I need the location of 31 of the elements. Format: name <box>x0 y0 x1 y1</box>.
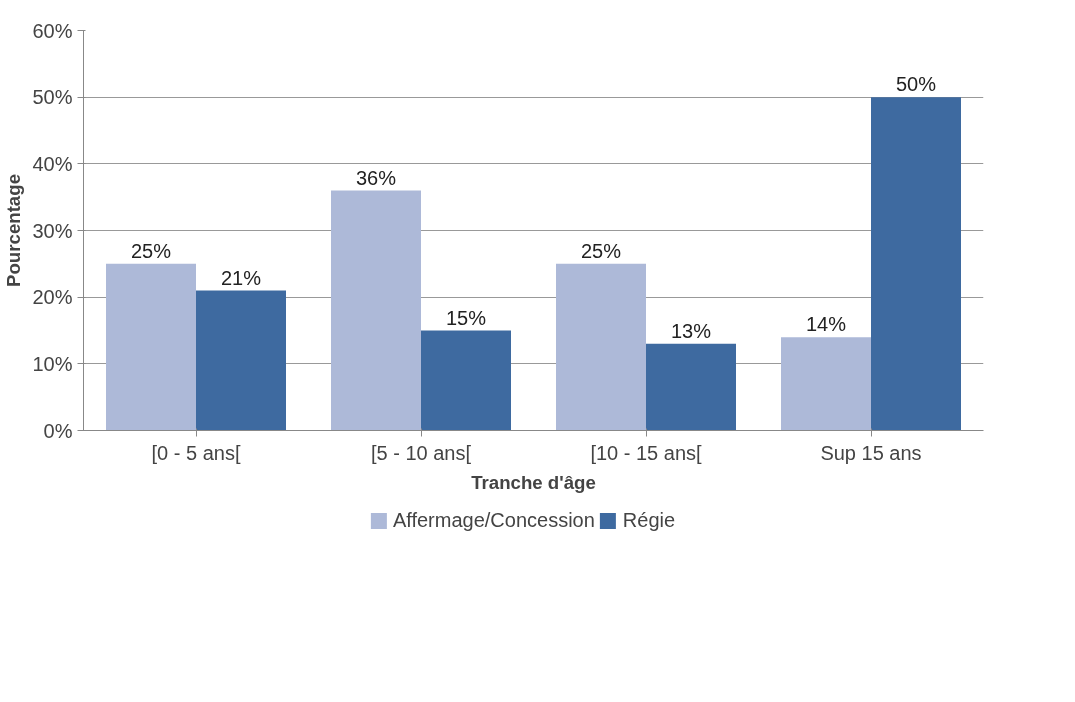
y-tick-label: 60% <box>32 19 73 42</box>
y-tick-label: 0% <box>43 419 73 442</box>
bar <box>421 330 511 431</box>
x-tick-label: Sup 15 ans <box>820 441 922 464</box>
bar <box>781 337 871 431</box>
bar <box>106 263 196 431</box>
data-label: 25% <box>580 239 622 262</box>
data-label: 14% <box>805 313 847 336</box>
data-label: 21% <box>220 266 262 289</box>
bar <box>646 343 736 431</box>
y-tick-label: 10% <box>32 352 73 375</box>
data-label: 25% <box>130 239 172 262</box>
bar <box>196 290 286 431</box>
bar <box>556 263 646 431</box>
data-label: 50% <box>895 73 937 96</box>
x-tick-label: [0 - 5 ans[ <box>151 441 241 464</box>
data-label: 15% <box>445 306 487 329</box>
y-tick-label: 30% <box>32 219 73 242</box>
y-tick-label: 40% <box>32 152 73 175</box>
bar <box>871 97 961 431</box>
y-axis-title: Pourcentage <box>3 173 25 287</box>
y-tick-label: 20% <box>32 286 73 309</box>
data-label: 13% <box>670 319 712 342</box>
bar <box>331 190 421 431</box>
legend-label: Régie <box>622 508 676 532</box>
y-tick-label: 50% <box>32 86 73 109</box>
data-label: 36% <box>355 166 397 189</box>
legend-label: Affermage/Concession <box>392 508 595 532</box>
x-tick-label: [10 - 15 ans[ <box>590 441 703 464</box>
x-tick-label: [5 - 10 ans[ <box>370 441 472 464</box>
x-axis-title: Tranche d'âge <box>471 471 596 493</box>
